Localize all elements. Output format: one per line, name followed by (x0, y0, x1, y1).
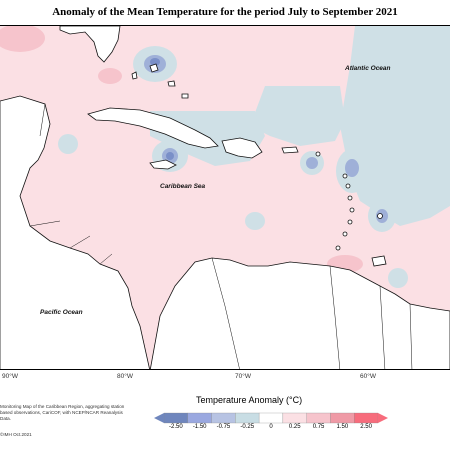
landmass (0, 26, 450, 369)
map-frame: Atlantic Ocean Caribbean Sea Pacific Oce… (0, 25, 450, 370)
legend-swatch (306, 412, 331, 424)
legend-max-arrow (378, 413, 388, 423)
legend-swatch (330, 412, 355, 424)
country-borders (29, 103, 413, 369)
legend-tick-label: -1.50 (192, 424, 207, 430)
copyright: ©IMH Oct.2021 (0, 432, 32, 437)
data-credit: Monitoring Map of the Caribbean Region, … (0, 404, 125, 422)
legend-swatch (282, 412, 307, 424)
legend-tick-label: -2.50 (169, 424, 183, 430)
legend-tick-label: -0.75 (216, 424, 231, 430)
legend-swatch (235, 412, 260, 424)
legend-tick-label: 0.25 (288, 424, 301, 430)
lon-label-60w: 60°W (360, 373, 376, 380)
strongest-cool-anomaly-cores (150, 58, 174, 160)
legend-tick-label: 0 (269, 424, 273, 430)
legend-swatch (187, 412, 212, 424)
lon-label-80w: 80°W (117, 373, 133, 380)
legend-swatch (258, 412, 284, 424)
legend-tick-label: 1.50 (336, 424, 349, 430)
legend-swatch (354, 412, 379, 424)
legend-tick-label: 0.75 (312, 424, 325, 430)
legend-title: Temperature Anomaly (°C) (196, 395, 303, 405)
map-canvas: Atlantic Ocean Caribbean Sea Pacific Oce… (0, 26, 450, 369)
legend-tick-label: -0.25 (240, 424, 255, 430)
legend-colorbar (154, 412, 388, 424)
pacific-ocean-label: Pacific Ocean (40, 309, 83, 316)
lon-label-70w: 70°W (235, 373, 251, 380)
legend-swatch (211, 412, 236, 424)
legend-swatch (163, 412, 188, 424)
legend-min-arrow (154, 413, 164, 423)
caribbean-sea-label: Caribbean Sea (160, 183, 206, 190)
legend-tick-label: 2.50 (360, 424, 372, 430)
map-title: Anomaly of the Mean Temperature for the … (52, 6, 398, 18)
moderate-warm-anomaly (0, 26, 363, 273)
atlantic-ocean-label: Atlantic Ocean (344, 65, 391, 72)
lon-label-90w: 90°W (2, 373, 18, 380)
